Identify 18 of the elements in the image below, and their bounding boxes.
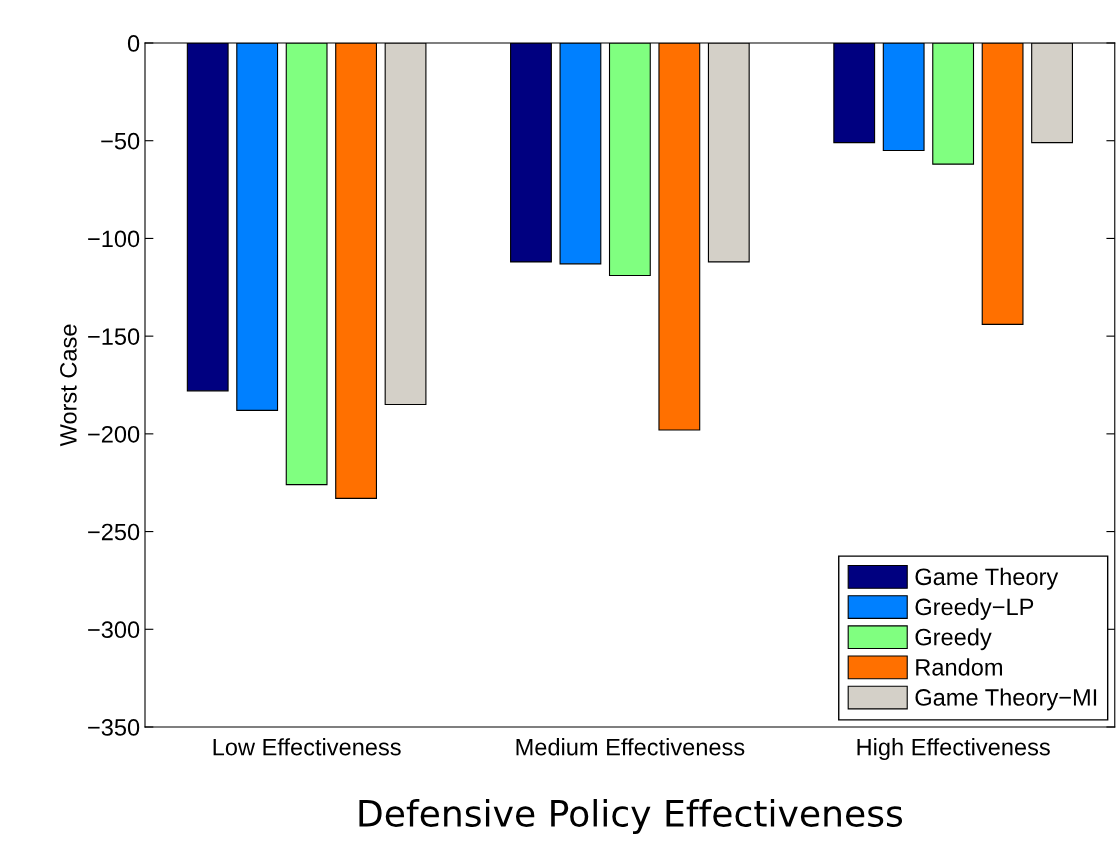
y-tick-label: −300 — [88, 621, 140, 639]
x-tick-label: High Effectiveness — [857, 738, 1050, 761]
x-tick-label: Low Effectiveness — [213, 738, 401, 756]
y-tick-label: −250 — [88, 523, 140, 541]
y-tick-label: −200 — [88, 425, 140, 443]
legend-label: Random — [916, 658, 1002, 676]
legend-label: Greedy−LP — [915, 597, 1034, 620]
x-axis-title: Defensive Policy Effectiveness — [359, 799, 903, 834]
y-tick-label: −350 — [88, 719, 140, 736]
y-axis-title: Worst Case — [60, 324, 77, 447]
y-tick-label: 0 — [127, 35, 140, 52]
legend-label: Game Theory−MI — [915, 688, 1097, 711]
y-tick-label: −150 — [88, 328, 140, 345]
x-tick-label: Medium Effectiveness — [516, 738, 745, 756]
legend-label: Game Theory — [915, 567, 1059, 590]
y-tick-label: −50 — [101, 132, 140, 150]
y-tick-label: −100 — [88, 230, 140, 248]
legend-label: Greedy — [915, 628, 992, 651]
